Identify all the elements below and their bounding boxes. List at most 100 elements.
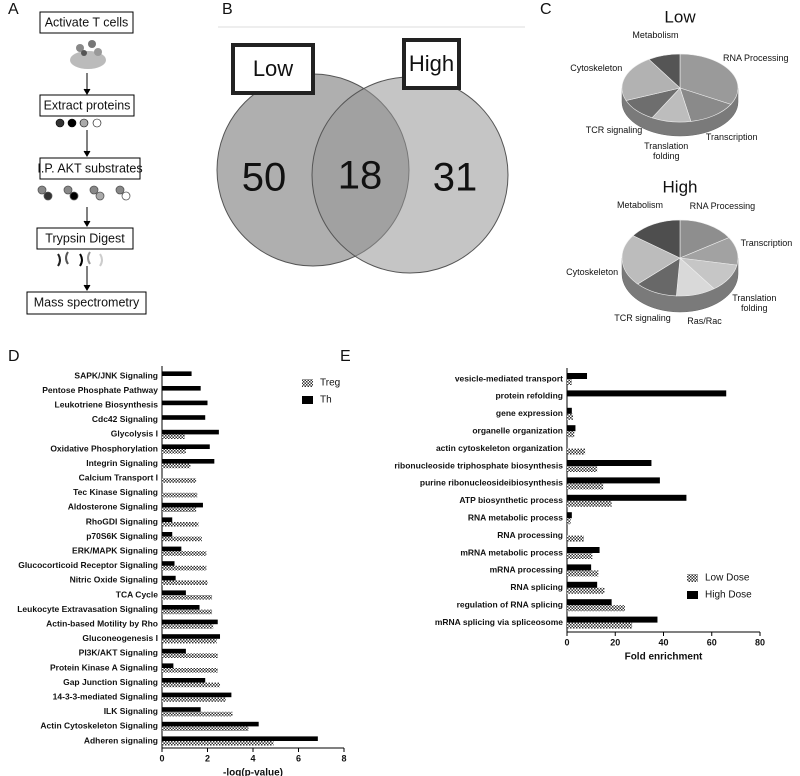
pie-title: High [663,177,698,196]
pie-label: Cytoskeleton [570,62,623,73]
panel-label: B [222,1,233,18]
x-tick-label: 40 [658,637,668,647]
bar [162,624,214,629]
pie-title: Low [664,7,696,26]
category-label: TCA Cycle [116,589,158,599]
cell-icon [70,40,106,69]
bar [162,726,249,731]
bar [567,535,584,542]
category-label: vesicle-mediated transport [455,373,563,383]
bar [162,663,174,668]
set-label: Low [253,56,293,81]
bar [162,463,191,469]
category-label: RNA processing [497,530,563,540]
category-label: protein refolding [495,391,563,401]
category-label: ribonucleoside triphosphate biosynthesis [394,460,563,470]
bar [162,386,201,391]
pie-label: Metabolism [632,29,679,40]
set-label: High [409,51,454,76]
category-label: Glycolysis I [111,429,158,439]
bar [567,413,574,420]
category-label: Cdc42 Signaling [92,414,158,424]
pie-slice [679,53,739,105]
panel-label: D [8,348,20,365]
category-label: actin cytoskeleton organization [436,443,563,453]
category-label: Calcium Transport I [79,472,158,482]
x-tick-label: 20 [610,637,620,647]
bar [567,616,658,623]
x-tick-label: 0 [564,637,569,647]
workflow [26,11,147,315]
pie-label-box: Cytoskeleton [570,62,623,73]
pie-label-box: Transcription [705,132,758,143]
category-label: PI3K/AKT Signaling [79,648,158,658]
pie-label: TCR signaling [585,125,643,136]
bar [162,697,226,702]
bar [162,682,221,688]
bar [162,444,210,449]
pie-label-box: Ras/Rac [687,315,722,326]
pie-label: Transcription [705,132,758,143]
panel-label: C [540,1,552,18]
category-label: RNA splicing [510,582,563,592]
venn-count: 31 [433,156,478,200]
bar [567,477,660,484]
x-tick-label: 2 [205,753,210,763]
pie-label-box: TCR signaling [585,125,643,136]
bar [567,570,599,577]
x-tick-label: 80 [755,637,765,647]
bar [162,634,221,639]
category-label: regulation of RNA splicing [457,599,563,609]
category-label: 14-3-3-mediated Signaling [53,691,158,701]
bar [567,448,586,455]
pie-slice [648,53,681,89]
bar [567,431,575,438]
bar [567,466,598,472]
category-label: mRNA metabolic process [460,547,563,557]
x-tick-label: 4 [250,753,255,763]
bar [162,478,197,483]
bar [567,460,652,466]
step-label: Mass spectrometry [34,295,140,309]
category-label: Actin-based Motility by Rho [46,618,158,628]
bar [162,449,186,454]
bar [162,532,173,537]
category-label: Pentose Phosphate Pathway [42,385,158,395]
step-label: Trypsin Digest [45,231,125,245]
pie-label: Translation folding [644,141,689,162]
legend-swatch [687,591,698,599]
x-tick-label: 6 [296,753,301,763]
bar [162,707,201,712]
bar [567,587,605,594]
venn-count: 18 [338,154,383,198]
peptide-icons [57,251,103,267]
bar [162,678,206,683]
bar [162,590,186,595]
pie-label: Ras/Rac [687,315,722,326]
bar [567,483,604,490]
pie-slice [621,235,681,285]
bar [567,512,572,519]
category-label: Oxidative Phosphorylation [50,443,158,453]
panel-label: A [8,1,19,18]
category-label: Integrin Signaling [86,458,158,468]
legend-swatch [687,574,698,582]
pie-label: RNA Processing [689,200,756,211]
bar [162,502,203,508]
legend-label: Th [320,395,332,406]
legend-label: Treg [320,378,340,389]
x-tick-label: 0 [159,753,164,763]
x-axis-label: Fold enrichment [625,652,703,663]
bar [162,741,274,746]
pie-slice [632,219,681,259]
category-label: gene expression [496,408,563,418]
step-box [39,11,134,34]
protein-dots [55,118,102,128]
bar [162,400,208,406]
pie-label: Translation folding [732,292,777,313]
bar [162,434,185,439]
bar [162,575,176,581]
x-tick-label: 60 [707,637,717,647]
category-label: Leukocyte Extravasation Signaling [17,604,158,614]
